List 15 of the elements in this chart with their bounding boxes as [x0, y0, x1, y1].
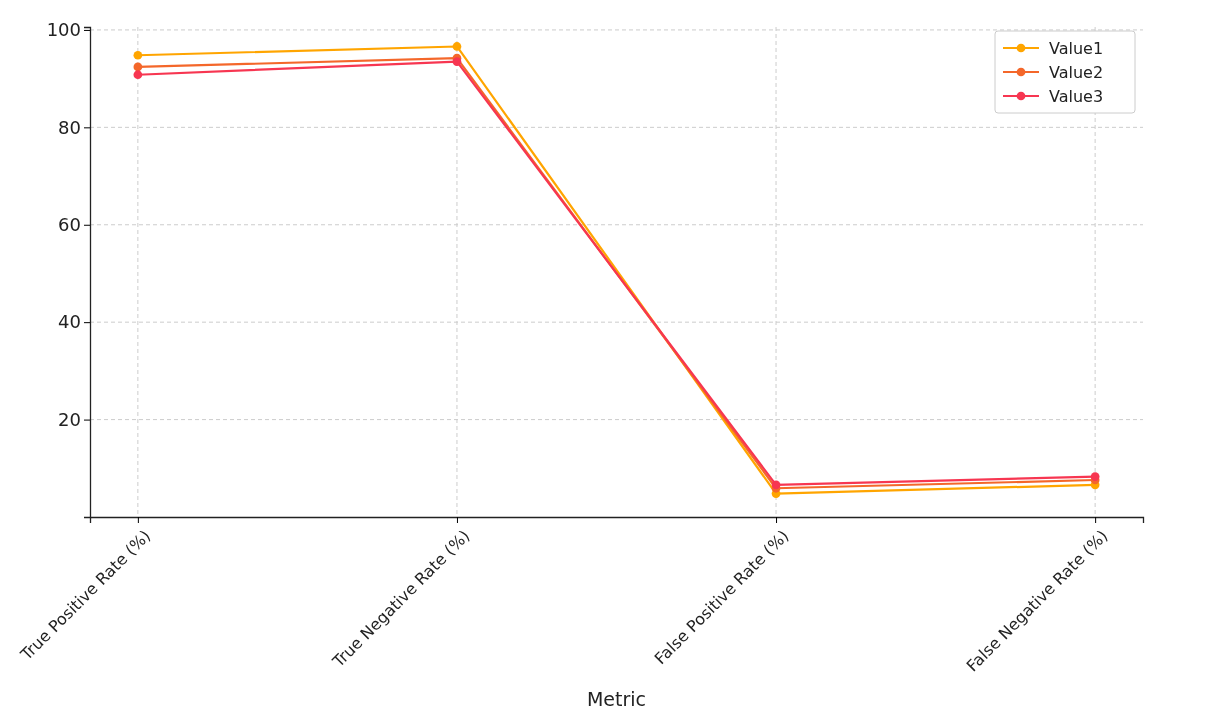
y-tick-label: 100 — [46, 19, 81, 41]
point — [133, 70, 143, 80]
y-tick-label: 20 — [58, 408, 81, 430]
legend-label: Value3 — [1049, 86, 1104, 106]
point — [133, 62, 143, 72]
y-tick-label: 60 — [58, 214, 81, 236]
y-tick-label: 80 — [58, 116, 81, 138]
legend-label: Value2 — [1049, 62, 1104, 82]
point — [1090, 472, 1100, 481]
point — [452, 57, 462, 66]
legend-label: Value1 — [1049, 38, 1104, 58]
point — [133, 50, 143, 60]
point — [452, 42, 462, 51]
x-axis-title: Metric — [586, 688, 647, 710]
y-tick-label: 40 — [58, 311, 81, 333]
